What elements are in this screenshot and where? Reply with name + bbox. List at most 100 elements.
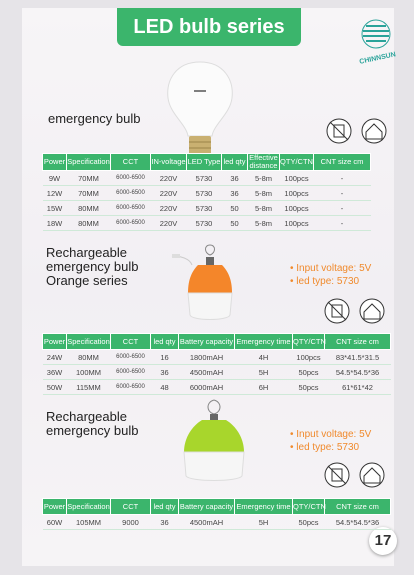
table-cell: 50pcs	[292, 514, 325, 530]
header-row: Power Specification CCT led qty Battery capa…	[42, 333, 391, 350]
table-cell: 100MM	[66, 364, 111, 380]
feature-item: • Input voltage: 5V	[290, 262, 371, 275]
table-cell: 5730	[186, 215, 222, 231]
header-cell: Specification	[66, 333, 111, 350]
certification-icons	[326, 118, 387, 144]
header-cell: Power	[42, 153, 67, 171]
header-cell: led qty	[221, 153, 248, 171]
title-line: emergency bulb	[46, 423, 139, 438]
table-row: 15W 80MM 6000-6500 220V 5730 50 5-8m 100pcs -	[42, 200, 371, 216]
feature-text: led type: 5730	[296, 276, 360, 287]
header-cell: Power	[42, 498, 67, 515]
feature-text: Input voltage: 5V	[296, 263, 372, 274]
title-line: emergency bulb	[48, 111, 141, 126]
header-cell: CNT size cm	[324, 333, 391, 350]
table-cell: 70MM	[66, 170, 111, 186]
table-cell: -	[313, 185, 371, 201]
table-cell: 50pcs	[292, 379, 325, 395]
table-cell: 100pcs	[279, 185, 314, 201]
table-cell: 54.5*54.5*36	[324, 364, 391, 380]
table-cell: 5-8m	[247, 215, 280, 231]
table-cell: 6000-6500	[110, 170, 151, 186]
logo-lines	[363, 25, 389, 42]
table-cell: 60W	[42, 514, 67, 530]
table-cell: 6000-6500	[110, 349, 151, 365]
feature-item: • Input voltage: 5V	[290, 428, 371, 441]
header-cell: led qty	[150, 498, 179, 515]
table-cell: 50W	[42, 379, 67, 395]
table-row: 12W 70MM 6000-6500 220V 5730 36 5-8m 100pcs -	[42, 185, 371, 201]
table-cell: 80MM	[66, 215, 111, 231]
table-cell: 1800mAH	[178, 349, 235, 365]
table-cell: 220V	[150, 185, 187, 201]
logo-text: CHINNSUN	[359, 51, 397, 66]
bulb-image	[183, 399, 245, 481]
bulb-image	[171, 244, 233, 320]
table-cell: 4500mAH	[178, 514, 235, 530]
table-cell: 6000-6500	[110, 185, 151, 201]
header-cell: Power	[42, 333, 67, 350]
header-cell: CNT size cm	[313, 153, 371, 171]
feature-list: • Input voltage: 5V • led type: 5730	[290, 428, 371, 454]
header-cell: Specification	[66, 153, 111, 171]
header-cell: Emergency time	[234, 498, 293, 515]
header-cell: CCT	[110, 333, 151, 350]
table-cell: 36	[150, 364, 179, 380]
section-title: emergency bulb	[48, 112, 141, 126]
table-row: 9W 70MM 6000-6500 220V 5730 36 5-8m 100pcs -	[42, 170, 371, 186]
feature-item: • led type: 5730	[290, 441, 371, 454]
table-cell: 36W	[42, 364, 67, 380]
section-title: Rechargeable emergency bulb Orange series	[46, 246, 139, 288]
table-cell: 100pcs	[292, 349, 325, 365]
header-cell: Battery capacity	[178, 333, 235, 350]
table-cell: 36	[221, 170, 248, 186]
table-cell: 100pcs	[279, 215, 314, 231]
header-row: Power Specification CCT IN-voltage LED Type l…	[42, 153, 371, 171]
table-cell: 6000-6500	[110, 200, 151, 216]
bullet-dot: •	[290, 276, 297, 287]
table-cell: 16	[150, 349, 179, 365]
table-cell: 18W	[42, 215, 67, 231]
table-cell: 220V	[150, 215, 187, 231]
table-row: 50W 115MM 6000-6500 48 6000mAH 6H 50pcs 61*61*4…	[42, 379, 391, 395]
bullet-dot: •	[290, 442, 297, 453]
table-cell: 220V	[150, 200, 187, 216]
table-cell: 5730	[186, 185, 222, 201]
header-cell: Effective distance	[247, 153, 280, 171]
table-cell: -	[313, 215, 371, 231]
feature-item: • led type: 5730	[290, 275, 371, 288]
table-cell: 83*41.5*31.5	[324, 349, 391, 365]
logo: CHINNSUN	[359, 19, 397, 66]
table-cell: 9W	[42, 170, 67, 186]
table-cell: 5H	[234, 364, 293, 380]
table-row: 60W 105MM 9000 36 4500mAH 5H 50pcs 54.5*54.5*36	[42, 514, 391, 530]
table-cell: 50	[221, 215, 248, 231]
header-cell: Specification	[66, 498, 111, 515]
page-number: 17	[369, 527, 397, 555]
header-cell: Emergency time	[234, 333, 293, 350]
header-title: LED bulb series	[117, 8, 301, 46]
spec-table: Power Specification CCT led qty Battery capa…	[42, 333, 391, 395]
title-line: Orange series	[46, 273, 128, 288]
table-cell: 6H	[234, 379, 293, 395]
feature-text: Input voltage: 5V	[296, 429, 372, 440]
bullet-dot: •	[290, 263, 297, 274]
header-row: Power Specification CCT led qty Battery capa…	[42, 498, 391, 515]
table-cell: 15W	[42, 200, 67, 216]
header-cell: QTY/CTN	[292, 498, 326, 515]
header-cell: IN-voltage	[150, 153, 187, 171]
table-cell: 5H	[234, 514, 293, 530]
header-cell: led qty	[150, 333, 179, 350]
table-cell: 5-8m	[247, 185, 280, 201]
section-title: Rechargeable emergency bulb	[46, 410, 139, 438]
table-cell: -	[313, 200, 371, 216]
header-cell: LED Type	[186, 153, 222, 171]
spec-table: Power Specification CCT led qty Battery capa…	[42, 498, 391, 530]
feature-text: led type: 5730	[296, 442, 360, 453]
table-cell: 61*61*42	[324, 379, 391, 395]
header-cell: QTY/CTN	[292, 333, 326, 350]
header-cell: CCT	[110, 153, 151, 171]
title-line: Rechargeable	[46, 409, 127, 424]
